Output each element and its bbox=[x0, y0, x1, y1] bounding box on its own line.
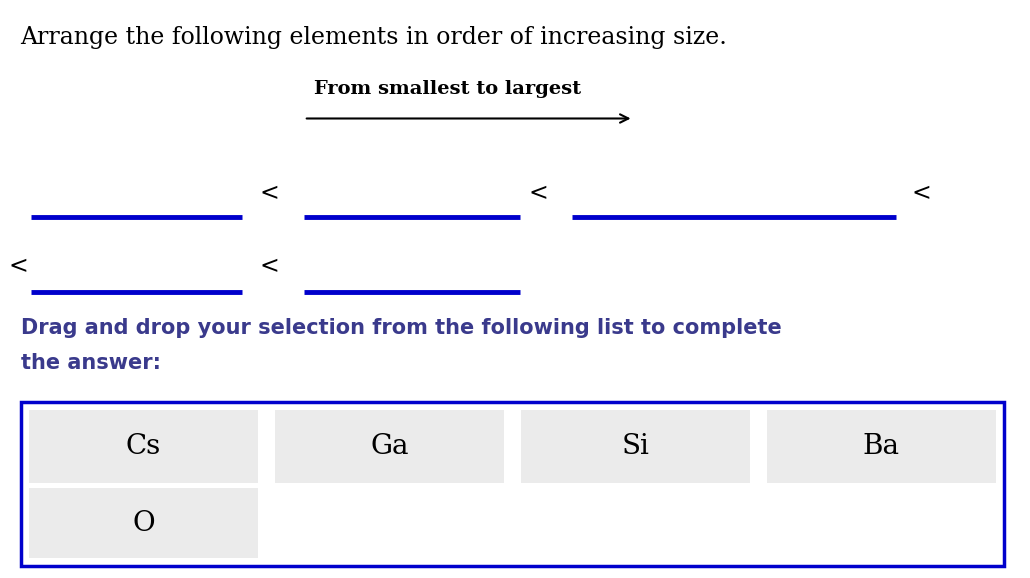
FancyBboxPatch shape bbox=[29, 488, 259, 558]
Text: Ga: Ga bbox=[370, 433, 409, 460]
Text: <: < bbox=[260, 255, 280, 279]
Text: Arrange the following elements in order of increasing size.: Arrange the following elements in order … bbox=[21, 26, 727, 49]
Text: <: < bbox=[8, 255, 28, 279]
Text: Cs: Cs bbox=[126, 433, 161, 460]
Text: the answer:: the answer: bbox=[21, 353, 161, 373]
Text: O: O bbox=[132, 510, 154, 536]
FancyBboxPatch shape bbox=[520, 410, 750, 483]
Text: <: < bbox=[260, 182, 280, 205]
FancyBboxPatch shape bbox=[29, 410, 259, 483]
Text: <: < bbox=[528, 182, 549, 205]
Text: <: < bbox=[912, 182, 932, 205]
Text: From smallest to largest: From smallest to largest bbox=[314, 80, 581, 98]
Text: Drag and drop your selection from the following list to complete: Drag and drop your selection from the fo… bbox=[21, 318, 782, 338]
FancyBboxPatch shape bbox=[275, 410, 505, 483]
FancyBboxPatch shape bbox=[766, 410, 996, 483]
Text: Si: Si bbox=[621, 433, 649, 460]
Text: Ba: Ba bbox=[863, 433, 900, 460]
FancyBboxPatch shape bbox=[21, 402, 1004, 566]
